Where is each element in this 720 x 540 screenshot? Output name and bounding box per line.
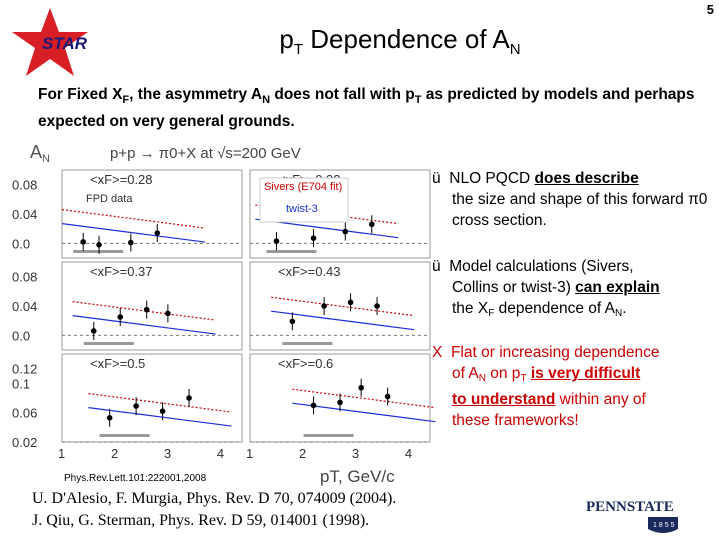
bullet-model-calculations: ü Model calculations (Sivers, Collins or… (432, 258, 660, 319)
data-point (186, 395, 192, 401)
x-tick-label: 3 (352, 446, 359, 461)
bullet-flat-dependence: X Flat or increasing dependence of AN on… (432, 344, 660, 429)
sivers-curve (271, 296, 415, 317)
panel-frame (61, 169, 243, 259)
panel-xf-label: <xF>=0.5 (90, 356, 145, 371)
data-point (90, 328, 97, 334)
data-point (117, 314, 124, 320)
data-point (106, 415, 113, 421)
data-point (358, 384, 364, 391)
data-point (80, 239, 86, 245)
data-point (128, 239, 134, 246)
data-point (342, 228, 349, 235)
twist3-curve (292, 402, 436, 423)
data-point (310, 402, 317, 409)
x-tick-label: 1 (58, 446, 65, 461)
data-point (143, 306, 150, 313)
chart-header: p+p → π0+X at √s=200 GeV (110, 145, 301, 162)
panel-frame (249, 169, 431, 259)
data-point (374, 303, 380, 309)
sivers-curve (61, 209, 206, 229)
x-tick-label: 2 (111, 446, 118, 461)
data-point (159, 408, 166, 415)
panel-frame (61, 353, 243, 443)
x-tick-label: 3 (164, 446, 171, 461)
star-shape (12, 8, 88, 76)
pennstate-logo: PENNSTATE 1855 (586, 499, 678, 533)
data-point (133, 403, 139, 409)
pennstate-year: 1855 (653, 522, 677, 529)
y-tick-label: 0.08 (12, 270, 37, 285)
systematic-band (282, 342, 333, 345)
twist3-curve (271, 310, 415, 331)
y-tick-label: 0.06 (12, 406, 37, 421)
y-tick-label: 0.02 (12, 435, 37, 450)
data-point (96, 242, 102, 248)
star-logo: STAR (12, 8, 88, 76)
pennstate-shield (648, 517, 678, 533)
panel-xf-label: <xF>=0.37 (90, 264, 153, 279)
legend-box (259, 177, 349, 223)
slide-number: 5 (706, 2, 714, 17)
sivers-curve (88, 393, 232, 413)
intro-text: For Fixed XF, the asymmetry AN does not … (38, 86, 695, 131)
pennstate-text: PENNSTATE (586, 499, 674, 515)
data-point (368, 221, 375, 228)
y-tick-label: 0.04 (12, 299, 37, 314)
data-point (347, 299, 354, 306)
panel-xf-label: <xF>=0.28 (90, 172, 153, 187)
y-tick-label: 0.0 (12, 328, 30, 343)
reference-dalesio: U. D'Alesio, F. Murgia, Phys. Rev. D 70,… (32, 490, 397, 507)
data-point (384, 393, 391, 400)
x-tick-label: 2 (299, 446, 306, 461)
x-axis-label: pT, GeV/c (320, 467, 395, 486)
data-point (337, 399, 343, 406)
panel-frame (249, 261, 431, 351)
systematic-band (99, 434, 150, 437)
legend-fpd-data: FPD data (86, 193, 133, 205)
data-point (273, 238, 280, 244)
x-tick-label: 4 (405, 446, 412, 461)
y-tick-label: 0.12 (12, 362, 37, 377)
data-point (165, 310, 171, 317)
twist3-curve (72, 315, 216, 335)
legend-twist3: twist-3 (286, 203, 318, 215)
star-logo-text: STAR (42, 34, 88, 53)
panel-xf-label: <xF>=0.43 (278, 264, 341, 279)
reference-prl: Phys.Rev.Lett.101:222001,2008 (64, 473, 207, 484)
legend-sivers: Sivers (E704 fit) (264, 181, 342, 193)
data-point (310, 235, 317, 241)
x-tick-label: 1 (246, 446, 253, 461)
sivers-curve (72, 301, 216, 321)
panel-frame (61, 261, 243, 351)
data-point (154, 230, 161, 236)
systematic-band (83, 342, 134, 345)
twist3-curve (61, 223, 206, 243)
y-tick-label: 0.08 (12, 178, 37, 193)
y-axis-label: AN (30, 142, 50, 165)
y-tick-label: 0.1 (12, 376, 30, 391)
reference-qiu: J. Qiu, G. Sterman, Phys. Rev. D 59, 014… (32, 512, 370, 529)
systematic-band (266, 250, 317, 253)
data-point (289, 318, 296, 325)
twist3-curve (88, 407, 232, 427)
y-tick-label: 0.0 (12, 236, 30, 251)
bullet-nlo-pqcd: ü NLO PQCD does describe the size and sh… (432, 170, 708, 229)
panel-xf-label: <xF>=0.6 (278, 356, 333, 371)
x-tick-label: 4 (217, 446, 224, 461)
data-point (321, 303, 327, 309)
y-tick-label: 0.04 (12, 207, 37, 222)
chart-frame: AN p+p → π0+X at √s=200 GeV pT, GeV/c (30, 142, 395, 486)
systematic-band (73, 250, 124, 253)
page-title: pT Dependence of AN (279, 24, 521, 59)
systematic-band (303, 434, 354, 437)
an-vs-pt-chart: AN p+p → π0+X at √s=200 GeV pT, GeV/c <x… (12, 142, 436, 486)
sivers-curve (292, 388, 436, 409)
